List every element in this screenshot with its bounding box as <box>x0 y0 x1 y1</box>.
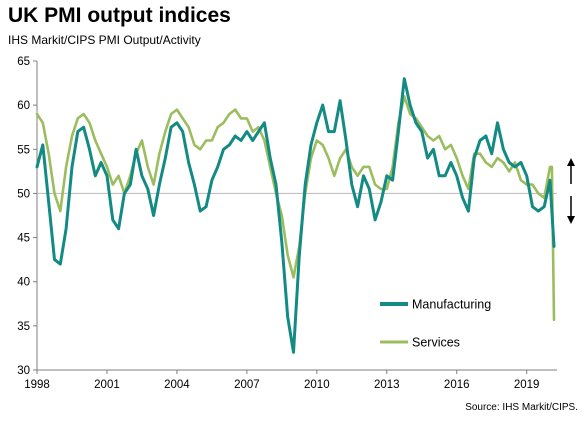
x-tick-label: 2007 <box>234 379 260 391</box>
axes-layer: 30 35 40 45 50 55 60 65 1998 2001 2004 2007 2010 2013… <box>17 56 557 391</box>
y-tick-label: 40 <box>17 277 30 289</box>
series-layer <box>35 77 556 354</box>
y-tick-label: 45 <box>17 233 30 245</box>
series-line-services <box>35 95 556 322</box>
y-tick-label: 35 <box>17 321 30 333</box>
annotation-layer <box>567 158 575 224</box>
x-tick-label: 2013 <box>374 379 400 391</box>
x-tick-label: 2001 <box>94 379 120 391</box>
down-arrow-icon <box>567 216 575 224</box>
legend: Manufacturing Services <box>380 298 491 350</box>
x-tick-label: 2010 <box>304 379 330 391</box>
y-tick-label: 55 <box>17 144 30 156</box>
y-tick-label: 50 <box>17 188 30 200</box>
legend-label-services: Services <box>412 336 460 350</box>
chart-subtitle: IHS Markit/CIPS PMI Output/Activity <box>8 33 201 47</box>
x-tick-label: 2016 <box>444 379 470 391</box>
y-tick-label: 65 <box>17 56 30 68</box>
series-line-manufacturing <box>35 77 556 354</box>
source-note: Source: IHS Markit/CIPS. <box>465 402 578 413</box>
x-tick-label: 2019 <box>514 379 540 391</box>
chart-title: UK PMI output indices <box>8 4 231 27</box>
x-tick-label: 2004 <box>164 379 190 391</box>
x-tick-label: 1998 <box>24 379 50 391</box>
legend-label-manufacturing: Manufacturing <box>412 298 491 312</box>
y-tick-label: 30 <box>17 365 30 377</box>
up-arrow-icon <box>567 158 575 166</box>
y-tick-label: 60 <box>17 100 30 112</box>
